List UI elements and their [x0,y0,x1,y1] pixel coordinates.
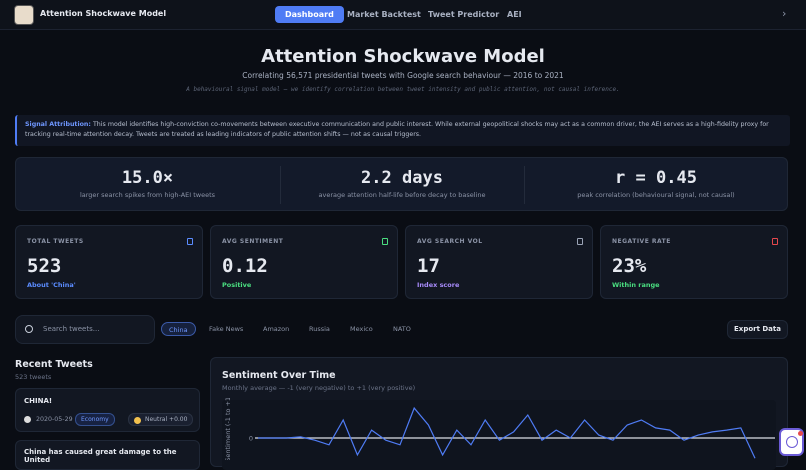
highlight-value: 2.2 days [361,168,443,188]
logo [14,5,34,25]
kpi-card: NEGATIVE RATE 23% Within range [600,225,788,299]
hero-note: A behavioural signal model — we identify… [186,86,620,93]
tweet-date: 2020-05-29 [36,416,73,423]
y-axis-label: Sentiment (-1 to +1) [224,398,232,460]
nav-tab[interactable]: Market Backtest [347,10,421,19]
tweet-tag: Economy [75,413,115,426]
app-title: Attention Shockwave Model [40,9,167,18]
kpi-note: Within range [612,281,660,289]
chart-subtitle: Monthly average — -1 (very negative) to … [222,384,416,392]
chart-title: Sentiment Over Time [222,370,336,381]
nav-tab[interactable]: AEI [507,10,522,19]
filter-chip[interactable]: Russia [309,325,330,333]
kpi-note: Positive [222,281,252,289]
highlight-strip [15,157,788,211]
tweet-text: CHINA! [24,397,53,405]
collapse-button[interactable]: › [782,7,787,20]
filter-chip[interactable]: NATO [393,325,411,333]
filter-chip[interactable]: Mexico [350,325,373,333]
kpi-icon [382,238,388,245]
attribution-box: Signal Attribution: This model identifie… [15,115,790,146]
attribution-label: Signal Attribution: [25,121,91,128]
filter-chip[interactable]: China [161,322,196,336]
kpi-label: AVG SENTIMENT [222,238,284,245]
kpi-value: 523 [27,255,62,277]
search-box[interactable]: Search tweets... [15,315,155,344]
tweet-card[interactable]: China has caused great damage to the Uni… [15,440,200,470]
kpi-value: 0.12 [222,255,268,277]
search-placeholder: Search tweets... [43,325,100,333]
kpi-note: Index score [417,281,460,289]
y-tick-label: 0 [249,435,253,443]
kpi-value: 23% [612,255,647,277]
kpi-icon [187,238,193,245]
kpi-icon [577,238,583,245]
sentiment-line [258,406,756,459]
kpi-card: AVG SENTIMENT 0.12 Positive [210,225,398,299]
hero-title: Attention Shockwave Model [261,46,545,67]
kpi-note: About 'China' [27,281,76,289]
tweet-card[interactable]: CHINA! 2020-05-29 Economy Neutral +0.00 [15,388,200,432]
kpi-card: AVG SEARCH VOL 17 Index score [405,225,593,299]
highlight-caption: larger search spikes from high-AEI tweet… [79,191,216,199]
kpi-label: TOTAL TWEETS [27,238,84,245]
highlight-value: r = 0.45 [615,168,697,188]
nav-tab[interactable]: Tweet Predictor [428,10,500,19]
kpi-label: NEGATIVE RATE [612,238,671,245]
highlight-value: 15.0× [121,168,174,188]
highlight-caption: peak correlation (behavioural signal, no… [577,191,735,199]
sentiment-chart: Sentiment (-1 to +1) 0 [224,398,775,460]
tweet-sentiment: Neutral +0.00 [128,413,194,426]
kpi-label: AVG SEARCH VOL [417,238,483,245]
top-bar: Attention Shockwave Model Dashboard Mark… [0,0,806,30]
recent-title: Recent Tweets [15,359,93,370]
tweet-text: China has caused great damage to the Uni… [24,448,177,464]
attribution-text: This model identifies high-conviction co… [25,121,769,138]
sentiment-label: Neutral +0.00 [145,416,188,423]
export-button[interactable]: Export Data [727,320,788,339]
highlight-caption: average attention half-life before decay… [318,191,486,199]
chart-panel: Sentiment Over Time Monthly average — -1… [210,357,788,470]
filter-chip[interactable]: Amazon [263,325,290,333]
filter-chip[interactable]: Fake News [209,325,244,333]
assistant-button[interactable] [779,428,804,456]
kpi-card: TOTAL TWEETS 523 About 'China' [15,225,203,299]
kpi-icon [772,238,778,245]
recent-count: 523 tweets [15,373,52,381]
kpi-value: 17 [417,255,440,277]
nav-tab[interactable]: Dashboard [275,6,344,23]
hero-subtitle: Correlating 56,571 presidential tweets w… [242,71,564,80]
